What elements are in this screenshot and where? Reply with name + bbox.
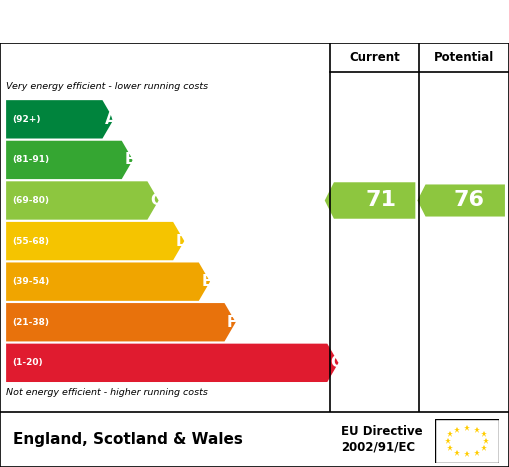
Polygon shape xyxy=(417,184,505,217)
Text: Potential: Potential xyxy=(434,51,494,64)
Polygon shape xyxy=(6,141,133,179)
Polygon shape xyxy=(6,344,338,382)
Text: B: B xyxy=(124,152,136,167)
Polygon shape xyxy=(325,182,415,219)
Text: 76: 76 xyxy=(454,191,485,211)
Text: F: F xyxy=(227,315,237,330)
Text: (21-38): (21-38) xyxy=(12,318,49,327)
Text: G: G xyxy=(330,355,343,370)
Text: 71: 71 xyxy=(365,191,396,211)
Polygon shape xyxy=(6,222,184,260)
Text: Not energy efficient - higher running costs: Not energy efficient - higher running co… xyxy=(6,388,208,397)
Text: (55-68): (55-68) xyxy=(12,237,49,246)
Text: (81-91): (81-91) xyxy=(12,156,49,164)
Text: EU Directive
2002/91/EC: EU Directive 2002/91/EC xyxy=(341,425,422,453)
Text: (39-54): (39-54) xyxy=(12,277,49,286)
Polygon shape xyxy=(6,262,210,301)
Text: A: A xyxy=(105,112,117,127)
Polygon shape xyxy=(6,303,236,341)
Polygon shape xyxy=(6,181,159,219)
Polygon shape xyxy=(6,100,114,139)
Text: England, Scotland & Wales: England, Scotland & Wales xyxy=(13,432,243,447)
Text: (69-80): (69-80) xyxy=(12,196,49,205)
Text: Very energy efficient - lower running costs: Very energy efficient - lower running co… xyxy=(6,82,208,91)
Text: D: D xyxy=(176,234,188,248)
Text: (92+): (92+) xyxy=(12,115,41,124)
Text: E: E xyxy=(202,274,212,289)
Text: C: C xyxy=(150,193,161,208)
Text: (1-20): (1-20) xyxy=(12,358,43,368)
Text: Energy Efficiency Rating: Energy Efficiency Rating xyxy=(13,12,301,31)
Text: Current: Current xyxy=(349,51,400,64)
